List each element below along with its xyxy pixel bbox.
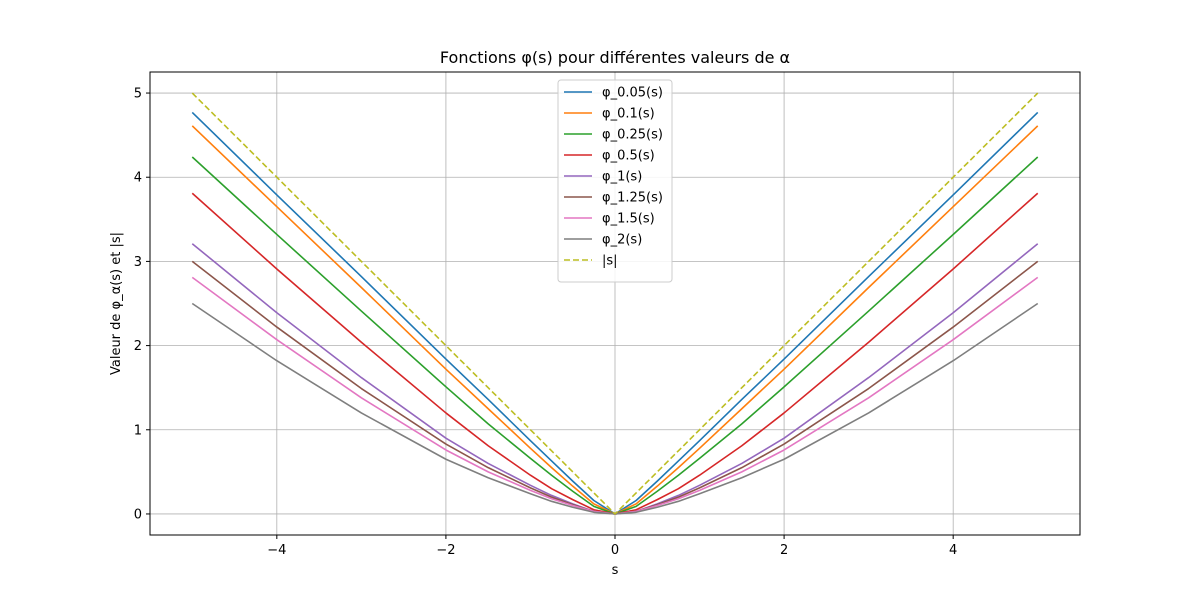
legend-label-8: |s| <box>602 254 618 269</box>
legend-label-5: φ_1.25(s) <box>602 191 663 206</box>
y-tick-label: 5 <box>134 87 142 102</box>
series-layer <box>191 92 1039 515</box>
x-axis-label: s <box>612 563 619 578</box>
x-tick-label: −2 <box>436 543 455 558</box>
series-line-8 <box>191 92 1039 515</box>
legend-label-3: φ_0.5(s) <box>602 149 655 164</box>
legend-label-0: φ_0.05(s) <box>602 86 663 101</box>
x-tick-label: 2 <box>780 543 788 558</box>
chart-title: Fonctions φ(s) pour différentes valeurs … <box>440 48 790 67</box>
ticks: −4 −2 0 2 4 0 1 2 3 4 5 <box>134 87 958 558</box>
legend-label-6: φ_1.5(s) <box>602 212 655 227</box>
y-tick-label: 2 <box>134 339 142 354</box>
y-axis-label: Valeur de φ_α(s) et |s| <box>109 232 124 375</box>
legend-box <box>557 79 673 283</box>
legend-label-1: φ_0.1(s) <box>602 107 655 122</box>
legend-label-4: φ_1(s) <box>602 170 642 185</box>
x-tick-label: −4 <box>267 543 286 558</box>
y-tick-label: 3 <box>134 255 142 270</box>
y-tick-label: 4 <box>134 171 142 186</box>
x-tick-label: 4 <box>949 543 957 558</box>
legend: φ_0.05(s) φ_0.1(s) φ_0.25(s) φ_0.5(s) φ_1(s)… <box>557 79 673 283</box>
legend-label-2: φ_0.25(s) <box>602 128 663 143</box>
y-tick-label: 1 <box>134 423 142 438</box>
legend-label-7: φ_2(s) <box>602 233 642 248</box>
y-tick-label: 0 <box>134 507 142 522</box>
x-tick-label: 0 <box>611 543 619 558</box>
